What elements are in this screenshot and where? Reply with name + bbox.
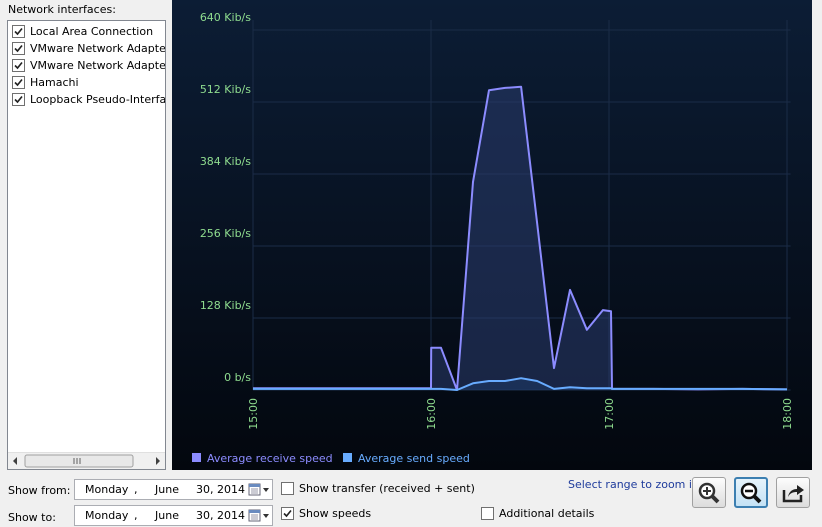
- h-scrollbar[interactable]: [8, 452, 165, 469]
- interface-item[interactable]: VMware Network Adapter VMnet8: [12, 57, 166, 73]
- y-tick-label: 384 Kib/s: [200, 155, 251, 168]
- chart: 0 b/s 128 Kib/s 256 Kib/s 384 Kib/s 512 Kib/…: [172, 0, 812, 470]
- y-tick-label: 512 Kib/s: [200, 83, 251, 96]
- zoom-hint: Select range to zoom in: [568, 478, 699, 491]
- check-mark: [14, 78, 23, 86]
- additional-details[interactable]: Additional details: [481, 507, 594, 520]
- date-part: 30, 2014: [196, 483, 245, 496]
- date-part: Monday: [85, 483, 129, 496]
- date-part: June: [155, 509, 179, 522]
- check-mark: [14, 95, 23, 103]
- interface-item[interactable]: Loopback Pseudo-Interface 1: [12, 91, 166, 107]
- checkbox-label: Show speeds: [299, 507, 372, 520]
- interface-item[interactable]: Local Area Connection: [12, 23, 153, 39]
- interface-name: VMware Network Adapter VMnet8: [30, 58, 166, 72]
- series-line: [253, 377, 788, 391]
- date-part: ,: [134, 483, 138, 496]
- scrollbar-art: [13, 454, 160, 468]
- y-tick-label: 0 b/s: [224, 371, 251, 384]
- y-tick-label: 640 Kib/s: [200, 11, 251, 24]
- y-tick-label: 256 Kib/s: [200, 227, 251, 240]
- check-mark: [14, 27, 23, 35]
- y-tick-label: 128 Kib/s: [200, 299, 251, 312]
- interface-name: Loopback Pseudo-Interface 1: [30, 92, 166, 106]
- checkbox[interactable]: [12, 75, 25, 89]
- date-part: ,: [134, 509, 138, 522]
- check-mark: [14, 61, 23, 69]
- to-date[interactable]: Monday, June 30, 2014: [74, 505, 273, 526]
- checkbox[interactable]: [481, 507, 494, 520]
- legend-label: Average send speed: [358, 452, 470, 465]
- zoom-out-icon: [740, 482, 762, 504]
- zoom-in-button[interactable]: [692, 477, 726, 508]
- checkbox-label: Show transfer (received + sent): [299, 482, 475, 495]
- interface-item[interactable]: Hamachi: [12, 74, 79, 90]
- show-speeds[interactable]: Show speeds: [281, 507, 371, 520]
- checkbox[interactable]: [12, 92, 25, 106]
- legend-swatch: [192, 453, 201, 462]
- area-fill: [253, 86, 787, 391]
- calendar-button[interactable]: [247, 507, 271, 524]
- x-tick-label: 16:00: [425, 398, 438, 430]
- x-tick-label: 18:00: [781, 398, 794, 430]
- checkbox-label: Additional details: [499, 507, 595, 520]
- from-date[interactable]: Monday, June 30, 2014: [74, 479, 273, 500]
- checkbox[interactable]: [281, 507, 294, 520]
- checkbox[interactable]: [12, 41, 25, 55]
- date-part: Monday: [85, 509, 129, 522]
- list-label: Network interfaces:: [8, 3, 116, 16]
- checkbox[interactable]: [281, 482, 294, 495]
- from-label: Show from:: [8, 484, 71, 497]
- interface-list: Local Area Connection VMware Network Adap…: [7, 20, 166, 470]
- to-label: Show to:: [8, 511, 56, 524]
- export-button[interactable]: [776, 477, 810, 508]
- interface-name: Local Area Connection: [30, 24, 154, 38]
- date-part: June: [155, 483, 179, 496]
- legend-swatch: [343, 453, 352, 462]
- legend-label: Average receive speed: [207, 452, 333, 465]
- checkbox[interactable]: [12, 58, 25, 72]
- zoom-out-button[interactable]: [734, 477, 768, 508]
- interface-item[interactable]: VMware Network Adapter VMnet1: [12, 40, 166, 56]
- area-fill: [253, 378, 787, 390]
- show-transfer[interactable]: Show transfer (received + sent): [281, 482, 475, 495]
- x-tick-label: 17:00: [603, 398, 616, 430]
- checkbox[interactable]: [12, 24, 25, 38]
- interface-name: VMware Network Adapter VMnet1: [30, 41, 166, 55]
- check-mark: [283, 509, 292, 518]
- zoom-in-icon: [698, 482, 720, 504]
- calendar-button[interactable]: [247, 481, 271, 498]
- interface-name: Hamachi: [30, 75, 79, 89]
- check-mark: [14, 44, 23, 52]
- export-icon: [782, 485, 804, 503]
- date-part: 30, 2014: [196, 509, 245, 522]
- x-tick-label: 15:00: [247, 398, 260, 430]
